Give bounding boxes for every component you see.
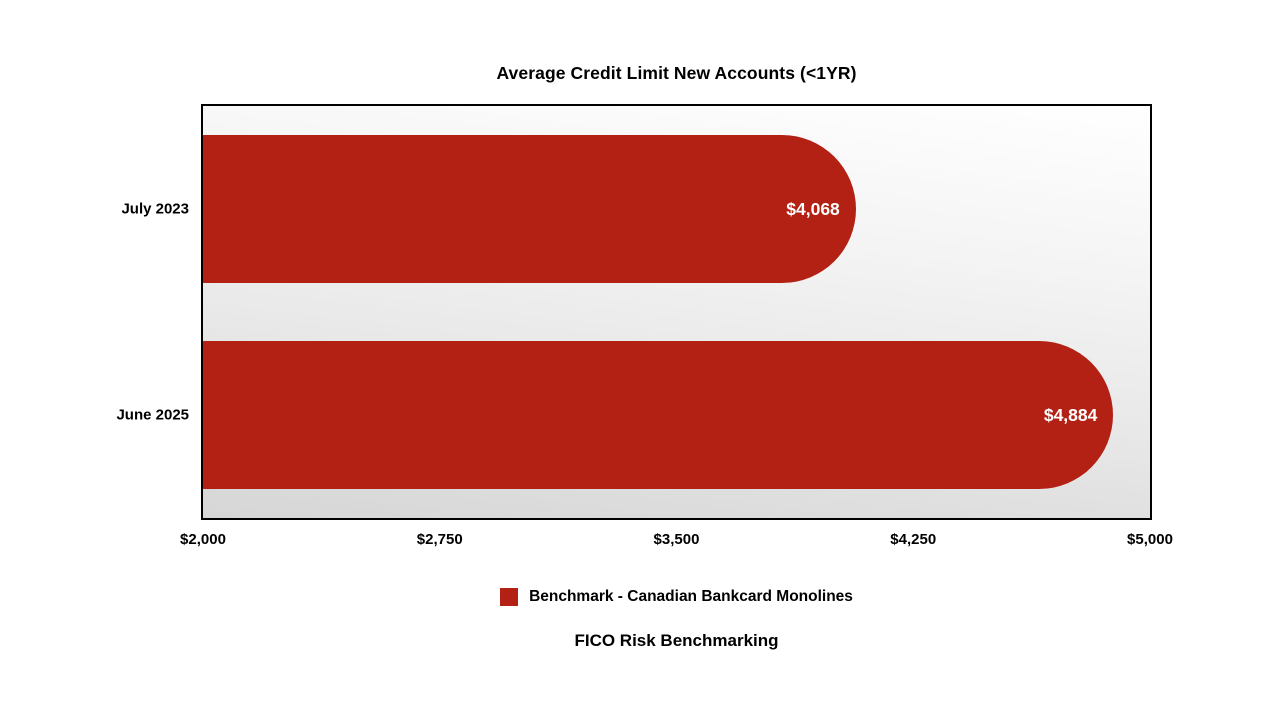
legend: Benchmark - Canadian Bankcard Monolines	[201, 588, 1152, 606]
x-axis: $2,000 $2,750 $3,500 $4,250 $5,000	[180, 531, 1173, 551]
x-axis-label-5000: $5,000	[1127, 531, 1173, 548]
y-axis-label-july-2023: July 2023	[121, 200, 189, 218]
y-axis-label-june-2025: June 2025	[116, 406, 189, 424]
bar-value-label-june-2025: $4,884	[1043, 404, 1098, 425]
x-axis-label-3500: $3,500	[653, 531, 700, 548]
footer-title: FICO Risk Benchmarking	[574, 631, 779, 650]
legend-label: Benchmark - Canadian Bankcard Monolines	[529, 588, 853, 605]
legend-swatch-icon	[500, 588, 519, 606]
chart-title: Average Credit Limit New Accounts (<1YR)	[496, 63, 857, 83]
plot-area: $4,068 $4,884	[201, 104, 1152, 520]
x-axis-label-4250: $4,250	[890, 531, 937, 548]
bar-july-2023: $4,068	[203, 135, 856, 283]
bar-value-label-july-2023: $4,068	[786, 198, 840, 219]
bar-june-2025: $4,884	[203, 341, 1114, 489]
x-axis-label-2750: $2,750	[416, 531, 463, 548]
y-axis: July 2023 June 2025	[0, 104, 189, 520]
x-axis-label-2000: $2,000	[180, 531, 226, 548]
